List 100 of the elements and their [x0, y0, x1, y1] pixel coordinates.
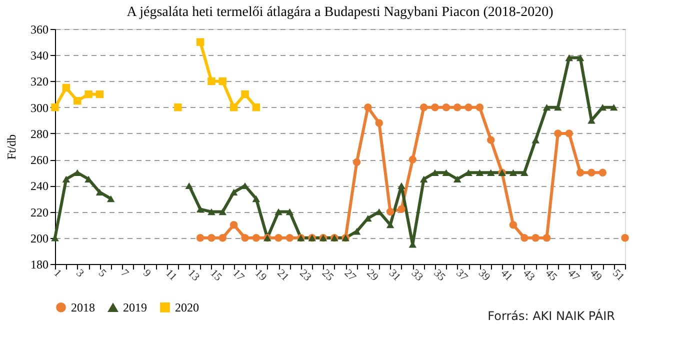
- y-tick-label: 320: [30, 74, 48, 89]
- x-tick-label: 43: [520, 267, 538, 284]
- point: [364, 214, 372, 222]
- x-tick-label: 45: [543, 267, 560, 284]
- x-tick-label: 51: [610, 267, 626, 284]
- point: [453, 176, 462, 182]
- x-tick-label: 21: [274, 267, 292, 284]
- y-tick-label: 240: [30, 179, 48, 194]
- point: [442, 103, 450, 112]
- point: [520, 169, 528, 176]
- x-tick-label: 19: [252, 267, 270, 284]
- x-tick-label: 9: [140, 267, 154, 280]
- x-tick-label: 29: [364, 267, 381, 284]
- x-tick-label: 35: [431, 267, 448, 284]
- point: [554, 130, 562, 138]
- point: [196, 38, 204, 46]
- point: [476, 169, 484, 176]
- point: [398, 205, 406, 214]
- point: [196, 234, 204, 242]
- point: [386, 208, 394, 216]
- point: [252, 195, 260, 202]
- point: [286, 208, 294, 216]
- point: [185, 182, 193, 190]
- point: [252, 234, 260, 242]
- legend-label: 2019: [123, 300, 147, 315]
- point: [208, 208, 216, 216]
- point: [73, 96, 82, 105]
- point: [230, 188, 238, 196]
- point: [532, 136, 540, 144]
- point: [196, 206, 204, 213]
- y-axis-title: Ft/db: [4, 134, 18, 160]
- x-tick-label: 49: [588, 267, 604, 284]
- point: [588, 168, 596, 176]
- legend-label: 2018: [71, 300, 95, 314]
- point: [509, 169, 518, 176]
- point: [218, 208, 227, 216]
- point: [453, 103, 462, 112]
- point: [464, 103, 472, 112]
- point: [576, 54, 584, 62]
- point: [208, 234, 216, 242]
- y-tick-label: 280: [30, 126, 48, 141]
- point: [464, 169, 472, 176]
- point: [542, 104, 551, 111]
- point: [375, 119, 383, 127]
- x-tick-label: 47: [565, 267, 582, 284]
- point: [509, 220, 518, 229]
- point: [420, 103, 428, 112]
- x-tick-label: 33: [408, 267, 426, 284]
- point: [84, 90, 92, 98]
- x-tick-label: 13: [185, 267, 202, 284]
- x-tick-label: 3: [74, 267, 86, 280]
- x-tick-label: 7: [118, 267, 132, 280]
- point: [398, 182, 406, 190]
- y-tick-label: 360: [30, 22, 48, 36]
- chart-title: A jégsaláta heti termelői átlagára a Budapesti Nagybani Piacon (2018-2020): [126, 5, 554, 20]
- y-tick-label: 300: [30, 100, 48, 115]
- point: [420, 176, 428, 182]
- point: [174, 103, 182, 112]
- point: [364, 103, 372, 112]
- point: [520, 234, 528, 242]
- point: [487, 136, 495, 144]
- x-tick-label: 37: [454, 267, 470, 284]
- x-tick-label: 27: [342, 267, 358, 284]
- point: [352, 158, 361, 166]
- point: [96, 90, 104, 98]
- point: [241, 234, 249, 242]
- x-tick-label: 23: [297, 267, 314, 284]
- x-tick-label: 17: [230, 267, 247, 284]
- point: [274, 208, 282, 216]
- point: [565, 54, 573, 62]
- point: [230, 103, 238, 112]
- point: [51, 103, 59, 112]
- point: [375, 208, 383, 216]
- point: [218, 77, 227, 86]
- point: [532, 234, 540, 242]
- x-tick-label: 11: [163, 267, 179, 284]
- point: [476, 103, 484, 112]
- point: [576, 168, 584, 176]
- x-tick-label: 1: [51, 267, 64, 280]
- point: [62, 84, 70, 92]
- x-tick-label: 5: [96, 267, 109, 280]
- point: [408, 156, 417, 164]
- y-tick-label: 340: [30, 48, 48, 63]
- point: [565, 130, 573, 138]
- y-tick-label: 200: [30, 231, 48, 246]
- point: [431, 169, 439, 176]
- text: Forrás: AKI NAIK PÁIR: [488, 308, 615, 323]
- point: [621, 234, 629, 242]
- point: [610, 104, 618, 111]
- point: [352, 228, 361, 235]
- x-tick-label: 31: [386, 267, 403, 284]
- x-tick-label: 39: [476, 267, 493, 284]
- point: [431, 103, 439, 112]
- y-tick-label: 180: [30, 258, 48, 272]
- legend-label: 2020: [175, 300, 199, 314]
- x-tick-label: 15: [208, 267, 224, 284]
- point: [487, 169, 495, 176]
- point: [241, 90, 249, 98]
- point: [252, 103, 260, 112]
- point: [218, 234, 227, 242]
